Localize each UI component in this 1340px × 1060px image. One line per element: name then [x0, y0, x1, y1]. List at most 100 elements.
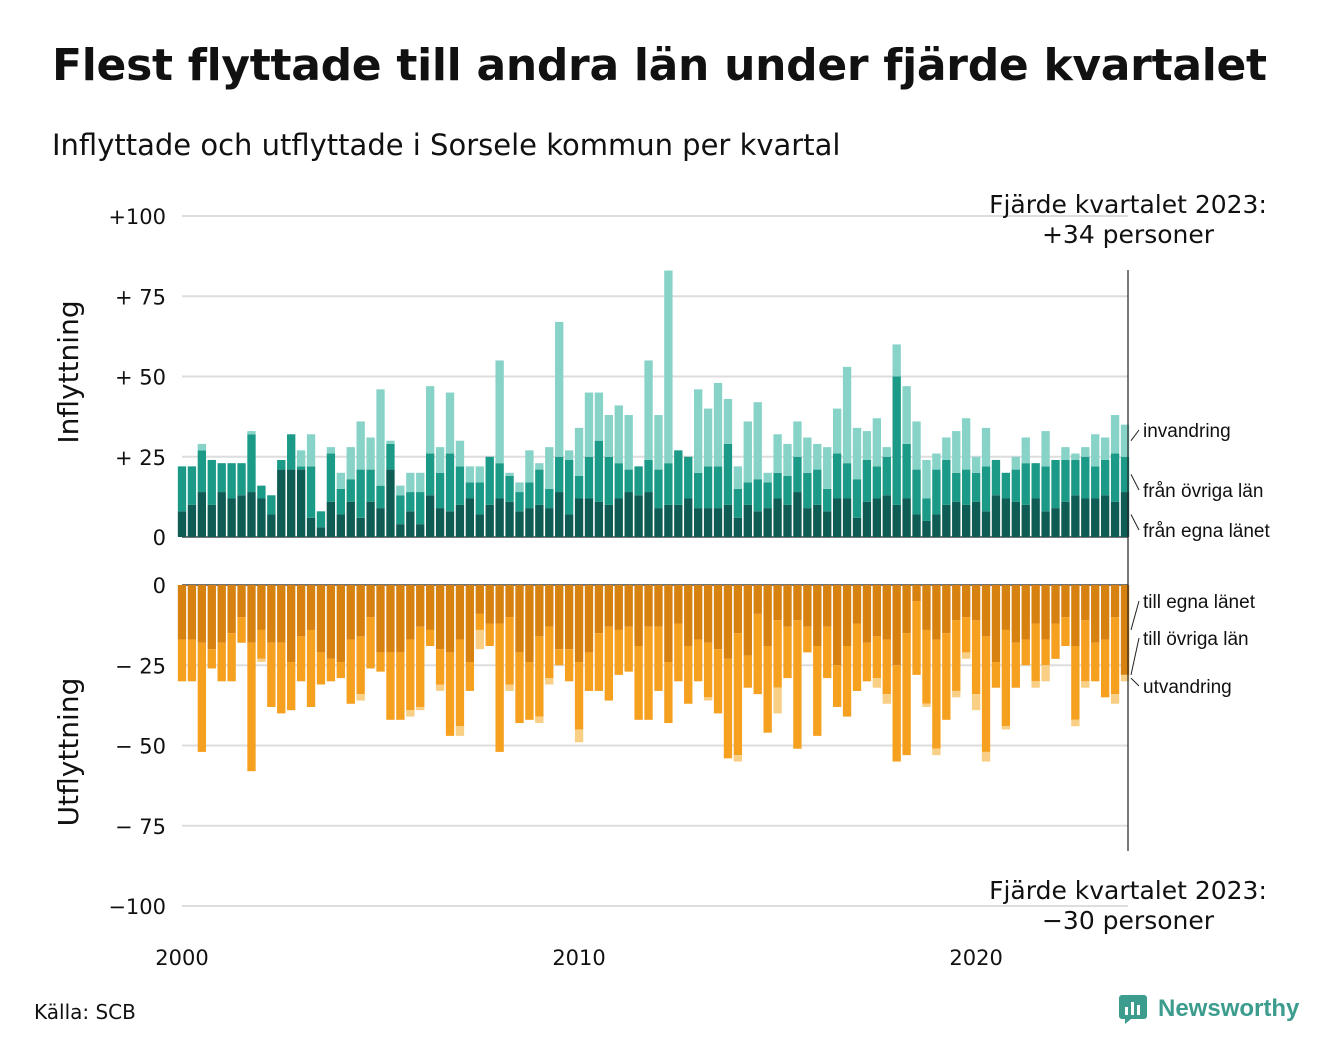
- bar-segment: [1100, 585, 1110, 640]
- bar-segment: [942, 633, 951, 720]
- bar-segment: [892, 344, 901, 377]
- bar-segment: [763, 585, 772, 646]
- bar-segment: [1031, 681, 1040, 688]
- bar-segment: [1081, 620, 1090, 682]
- bar-segment: [1001, 498, 1011, 537]
- bar-segment: [743, 585, 752, 656]
- bar-segment: [574, 729, 584, 743]
- series-label-in: från övriga län: [1143, 481, 1263, 502]
- bar-segment: [356, 517, 365, 537]
- y-tick-label: + 50: [115, 366, 166, 390]
- bar-segment: [932, 514, 941, 537]
- bar-segment: [813, 469, 822, 505]
- y-tick-label: + 25: [115, 446, 166, 470]
- bar-segment: [306, 517, 316, 537]
- bar-segment: [1110, 415, 1120, 454]
- bar-segment: [991, 459, 1001, 496]
- bar-segment: [227, 633, 236, 682]
- bar-segment: [882, 456, 891, 496]
- bar-segment: [1120, 456, 1130, 493]
- bar-segment: [942, 504, 951, 537]
- bar-segment: [753, 511, 762, 537]
- y-tick-label: +100: [108, 205, 166, 229]
- bar-segment: [793, 456, 802, 493]
- bar-segment: [803, 508, 812, 537]
- bar-segment: [435, 649, 445, 685]
- bar-segment: [882, 694, 891, 704]
- axes: 0 + 25 + 50 + 75 +100 0 − 25 − 50 − 75 −100 2000 20…: [52, 190, 1267, 970]
- bar-segment: [684, 456, 693, 499]
- bar-segment: [336, 662, 345, 679]
- source-note: Källa: SCB: [34, 1000, 136, 1024]
- bar-segment: [813, 585, 822, 646]
- bar-segment: [803, 626, 812, 653]
- bar-segment: [862, 642, 872, 682]
- bar-segment: [545, 585, 554, 627]
- bar-segment: [872, 466, 882, 499]
- bar-segment: [287, 434, 296, 470]
- bar-segment: [366, 617, 375, 669]
- brand-logo[interactable]: Newsworthy: [1118, 994, 1299, 1024]
- bar-segment: [981, 636, 991, 752]
- annotation-out-line1: Fjärde kvartalet 2023:: [989, 876, 1267, 905]
- bar-segment: [713, 508, 723, 537]
- bar-segment: [1051, 459, 1060, 509]
- bar-segment: [852, 585, 862, 624]
- bar-segment: [207, 504, 216, 537]
- bar-segment: [1071, 585, 1080, 646]
- bar-segment: [733, 517, 743, 537]
- bar-segment: [535, 585, 544, 637]
- bar-segment: [416, 626, 425, 707]
- bar-segment: [197, 450, 207, 493]
- bar-segment: [902, 386, 911, 444]
- bar-segment: [813, 504, 822, 537]
- bar-segment: [1051, 585, 1060, 624]
- series-label-out: till egna länet: [1143, 592, 1256, 613]
- bar-segment: [465, 482, 475, 499]
- bar-segment: [505, 476, 514, 502]
- bar-segment: [197, 443, 207, 451]
- bar-segment: [832, 585, 842, 666]
- bar-segment: [296, 636, 306, 682]
- bar-segment: [962, 418, 971, 470]
- label-leader: [1130, 474, 1140, 491]
- bar-segment: [1011, 642, 1020, 688]
- bar-segment: [693, 389, 703, 473]
- bar-segment: [237, 463, 246, 496]
- y-tick-label: − 25: [115, 654, 166, 678]
- bar-segment: [634, 495, 643, 537]
- bar-segment: [971, 620, 981, 695]
- bar-segment: [525, 585, 534, 663]
- bar-segment: [525, 450, 534, 483]
- bar-segment: [545, 626, 554, 679]
- bar-segment: [604, 626, 614, 701]
- bar-segment: [475, 466, 484, 483]
- bar-segment: [634, 585, 643, 646]
- bar-segment: [406, 472, 415, 493]
- label-leader: [1130, 429, 1140, 441]
- bar-segment: [1071, 459, 1080, 496]
- bar-segment: [247, 642, 256, 772]
- bar-segment: [416, 585, 425, 627]
- bar-segment: [763, 482, 772, 509]
- bar-segment: [882, 495, 891, 537]
- bar-segment: [902, 443, 911, 499]
- bar-segment: [723, 443, 733, 505]
- bar-segment: [505, 585, 514, 618]
- bar-segment: [912, 514, 921, 537]
- bar-segment: [406, 585, 415, 640]
- bar-segment: [495, 360, 504, 464]
- bar-segment: [277, 459, 286, 470]
- bar-segment: [277, 585, 286, 643]
- bar-segment: [753, 402, 762, 480]
- bar-segment: [584, 498, 594, 537]
- bar-segment: [594, 501, 604, 537]
- bar-segment: [555, 492, 564, 537]
- chart-title: Flest flyttade till andra län under fjär…: [52, 40, 1267, 91]
- bar-segment: [912, 601, 921, 675]
- bar-segment: [664, 504, 673, 537]
- bar-segment: [932, 639, 941, 749]
- y-tick-label: −100: [108, 895, 166, 919]
- bar-segment: [406, 492, 415, 512]
- bar-segment: [435, 684, 445, 691]
